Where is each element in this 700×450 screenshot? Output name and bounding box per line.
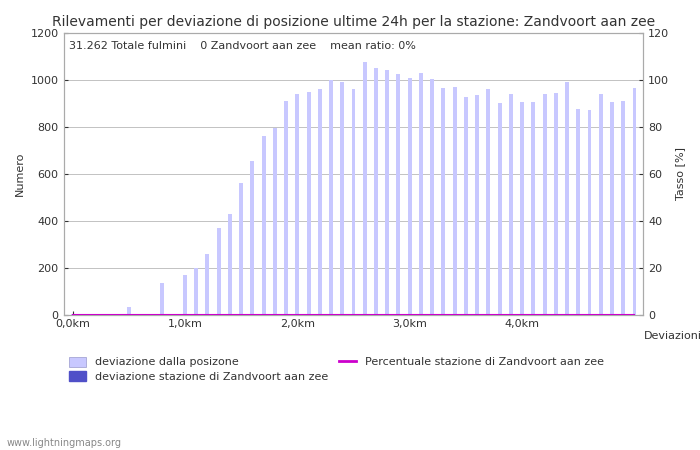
Bar — [194, 268, 198, 315]
Bar — [486, 89, 490, 315]
Bar — [576, 109, 580, 315]
Bar — [318, 89, 322, 315]
Bar — [262, 136, 265, 315]
Text: www.lightningmaps.org: www.lightningmaps.org — [7, 438, 122, 448]
Bar — [71, 314, 74, 315]
Bar — [475, 95, 479, 315]
Bar — [464, 98, 468, 315]
Bar — [509, 94, 513, 315]
Bar — [453, 87, 456, 315]
Bar — [273, 128, 276, 315]
Y-axis label: Numero: Numero — [15, 152, 25, 196]
Bar — [430, 79, 434, 315]
Bar — [363, 62, 367, 315]
Bar — [183, 274, 187, 315]
Bar — [205, 253, 209, 315]
Bar — [396, 74, 400, 315]
Bar — [542, 94, 547, 315]
Bar — [598, 94, 603, 315]
Bar — [307, 92, 311, 315]
Bar — [228, 214, 232, 315]
Bar — [498, 104, 502, 315]
Bar — [442, 88, 445, 315]
Bar — [329, 80, 333, 315]
Text: 31.262 Totale fulmini    0 Zandvoort aan zee    mean ratio: 0%: 31.262 Totale fulmini 0 Zandvoort aan ze… — [69, 41, 416, 51]
Title: Rilevamenti per deviazione di posizione ultime 24h per la stazione: Zandvoort aa: Rilevamenti per deviazione di posizione … — [52, 15, 655, 29]
Bar — [374, 68, 378, 315]
Bar — [239, 183, 243, 315]
Bar — [407, 77, 412, 315]
Bar — [587, 110, 592, 315]
Bar — [251, 161, 254, 315]
Bar — [520, 102, 524, 315]
Bar — [217, 228, 220, 315]
Bar — [284, 101, 288, 315]
Bar — [295, 94, 300, 315]
Bar — [565, 82, 569, 315]
X-axis label: Deviazioni: Deviazioni — [643, 331, 700, 342]
Bar — [351, 89, 356, 315]
Legend: deviazione dalla posizone, deviazione stazione di Zandvoort aan zee, Percentuale: deviazione dalla posizone, deviazione st… — [69, 357, 603, 382]
Y-axis label: Tasso [%]: Tasso [%] — [675, 147, 685, 200]
Bar — [633, 88, 636, 315]
Bar — [340, 82, 344, 315]
Bar — [419, 73, 423, 315]
Bar — [385, 71, 389, 315]
Bar — [531, 102, 536, 315]
Bar — [160, 283, 164, 315]
Bar — [610, 102, 614, 315]
Bar — [622, 101, 625, 315]
Bar — [127, 307, 131, 315]
Bar — [554, 93, 558, 315]
